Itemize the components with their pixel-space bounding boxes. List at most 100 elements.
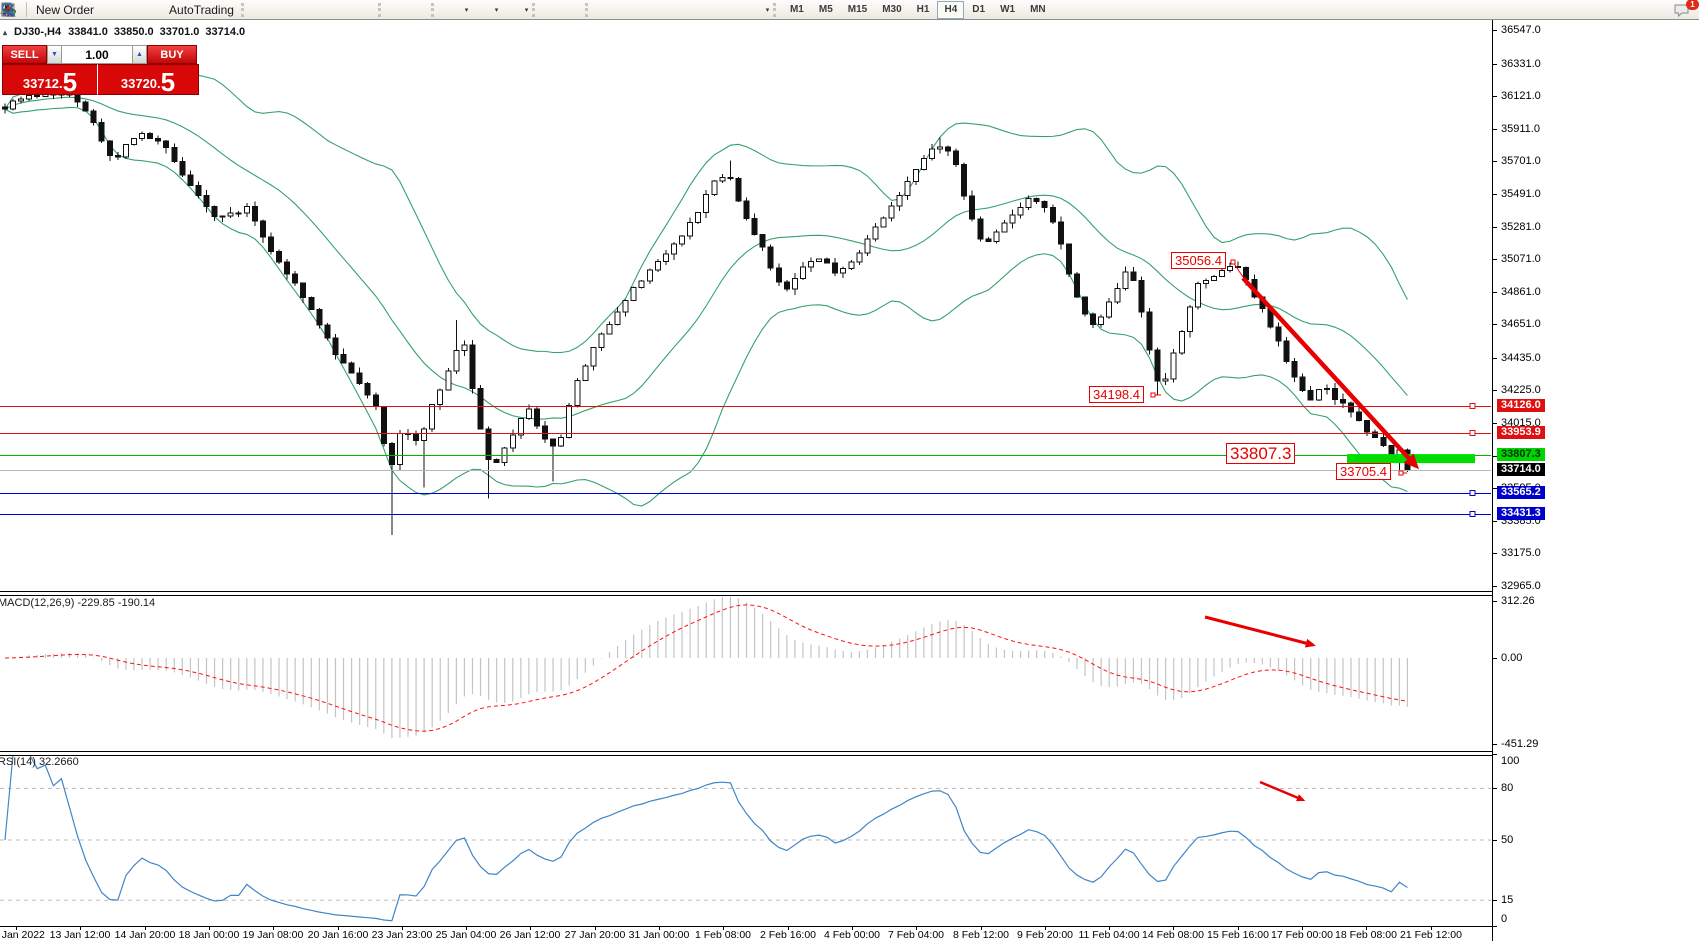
line-chart-type-icon[interactable] [1, 1, 314, 19]
timeframe-button-MN[interactable]: MN [1030, 4, 1046, 15]
arrows-dropdown-caret[interactable]: ▾ [765, 6, 770, 14]
cursor-icon[interactable] [5, 1, 563, 19]
time-tick [1302, 927, 1303, 930]
price-tick [1493, 324, 1497, 325]
bear-candle [106, 140, 113, 156]
bear-candle [1146, 311, 1153, 351]
bull-candle [227, 212, 234, 217]
bull-candle [896, 195, 903, 207]
time-axis-label: 12 Jan 2022 [0, 929, 45, 941]
macd-tick-label: 0.00 [1501, 652, 1523, 664]
horizontal-line-tool-icon[interactable] [2, 1, 637, 19]
macd-pane[interactable] [0, 594, 1492, 751]
timeframes-dropdown-caret[interactable]: ▾ [494, 6, 499, 14]
purple-book-icon[interactable] [2, 1, 142, 19]
trendline-tool-icon[interactable] [2, 1, 658, 19]
autotrading-button[interactable]: AutoTrading [0, 1, 240, 19]
chat-icon[interactable]: 1 [1673, 0, 1699, 19]
time-tick [466, 927, 467, 930]
indicators-dropdown-caret[interactable]: ▾ [464, 6, 469, 14]
sell-button[interactable]: SELL [2, 45, 47, 64]
templates-dropdown-caret[interactable]: ▾ [524, 6, 529, 14]
time-tick [723, 927, 724, 930]
sell-price-display[interactable]: 33712. 5 [2, 64, 98, 95]
recent-low-price-label[interactable]: 33705.4 [1336, 463, 1391, 480]
new-order-button[interactable]: New Order [1, 1, 100, 19]
bull-candle [429, 404, 436, 430]
bear-candle [1380, 437, 1387, 447]
timeframe-button-M1[interactable]: M1 [789, 4, 804, 15]
rsi-pane[interactable] [0, 754, 1492, 926]
zoom-in-icon[interactable] [1, 1, 335, 19]
trend-arrow [1204, 615, 1316, 648]
bar-chart-type-icon[interactable] [1, 1, 272, 19]
text-tool-icon[interactable]: A [4, 1, 721, 19]
price-tick-label: 34435.0 [1501, 352, 1541, 364]
tile-windows-icon[interactable] [1, 1, 377, 19]
templates-icon[interactable] [1, 1, 522, 19]
search-icon[interactable] [1, 1, 1673, 19]
vertical-line-tool-icon[interactable] [7, 1, 616, 19]
candlestick-chart-type-icon[interactable] [1, 1, 293, 19]
bear-candle [259, 220, 266, 238]
swing-low-price-label[interactable]: 34198.4 [1089, 386, 1144, 403]
swing-high-price-label[interactable]: 35056.4 [1171, 252, 1226, 269]
buy-price-display[interactable]: 33720. 5 [98, 64, 199, 95]
fibonacci-tool-icon[interactable]: F [2, 1, 700, 19]
macd-tick [1493, 744, 1497, 745]
time-axis-label: 18 Jan 00:00 [178, 929, 240, 941]
volume-increase-button[interactable]: ▲ [132, 45, 147, 64]
chart-shift-icon[interactable] [1, 1, 430, 19]
symbol-name: DJ30-,H4 [14, 26, 62, 38]
volume-decrease-button[interactable]: ▼ [47, 45, 62, 64]
timeframe-button-W1[interactable]: W1 [1000, 4, 1016, 15]
text-label-tool-icon[interactable]: T [1, 1, 742, 19]
toolbar-grip [772, 2, 780, 17]
bear-candle [775, 267, 782, 283]
buy-price-dot: . [157, 76, 161, 91]
zoom-out-icon[interactable] [1, 1, 356, 19]
support-level-price-label[interactable]: 33807.3 [1226, 443, 1296, 464]
bull-candle [139, 133, 146, 139]
time-axis-label: 23 Jan 23:00 [371, 929, 433, 941]
gold-bar-icon[interactable] [1, 1, 121, 19]
pane-separator[interactable] [0, 751, 1492, 756]
bear-candle [1138, 279, 1145, 313]
arrows-tool-icon[interactable] [3, 1, 763, 19]
bull-candle [1211, 275, 1217, 282]
timeframe-button-M5[interactable]: M5 [818, 4, 833, 15]
bear-candle [1154, 349, 1161, 382]
price-axis[interactable]: 36547.0 36331.0 36121.0 35911.0 35701.0 35491… [1492, 0, 1699, 941]
bear-candle [1372, 431, 1379, 439]
timeframes-clock-icon[interactable] [1, 1, 492, 19]
main-chart[interactable] [0, 20, 1492, 592]
timeframe-button-M30[interactable]: M30 [882, 4, 902, 15]
green-globe-icon[interactable] [1, 1, 163, 19]
bear-candle [98, 121, 105, 142]
timeframe-button-D1[interactable]: D1 [972, 4, 986, 15]
auto-scroll-icon[interactable] [1, 1, 409, 19]
price-tick [1493, 423, 1497, 424]
buy-price-pip: 5 [160, 67, 176, 97]
equidistant-channel-tool-icon[interactable]: E [1, 1, 679, 19]
bull-candle [1178, 331, 1185, 354]
timeframe-button-H1[interactable]: H1 [916, 4, 930, 15]
timeframe-button-M15[interactable]: M15 [847, 4, 868, 15]
time-axis-label: 9 Feb 20:00 [1016, 929, 1074, 941]
bear-candle [163, 140, 170, 149]
bull-candle [808, 260, 814, 268]
bull-candle [646, 269, 653, 282]
bear-candle [727, 177, 734, 180]
time-axis-label: 19 Jan 08:00 [242, 929, 304, 941]
buy-button[interactable]: BUY [147, 45, 197, 64]
bear-candle [171, 147, 178, 162]
volume-input[interactable] [62, 45, 132, 64]
bollinger-middle-band [4, 96, 1408, 420]
bull-candle [993, 231, 1000, 242]
price-tick [1493, 456, 1497, 457]
pane-separator[interactable] [0, 591, 1492, 596]
crosshair-icon[interactable] [1, 1, 584, 19]
indicators-icon[interactable] [1, 1, 462, 19]
timeframe-button-H4[interactable]: H4 [937, 0, 965, 19]
